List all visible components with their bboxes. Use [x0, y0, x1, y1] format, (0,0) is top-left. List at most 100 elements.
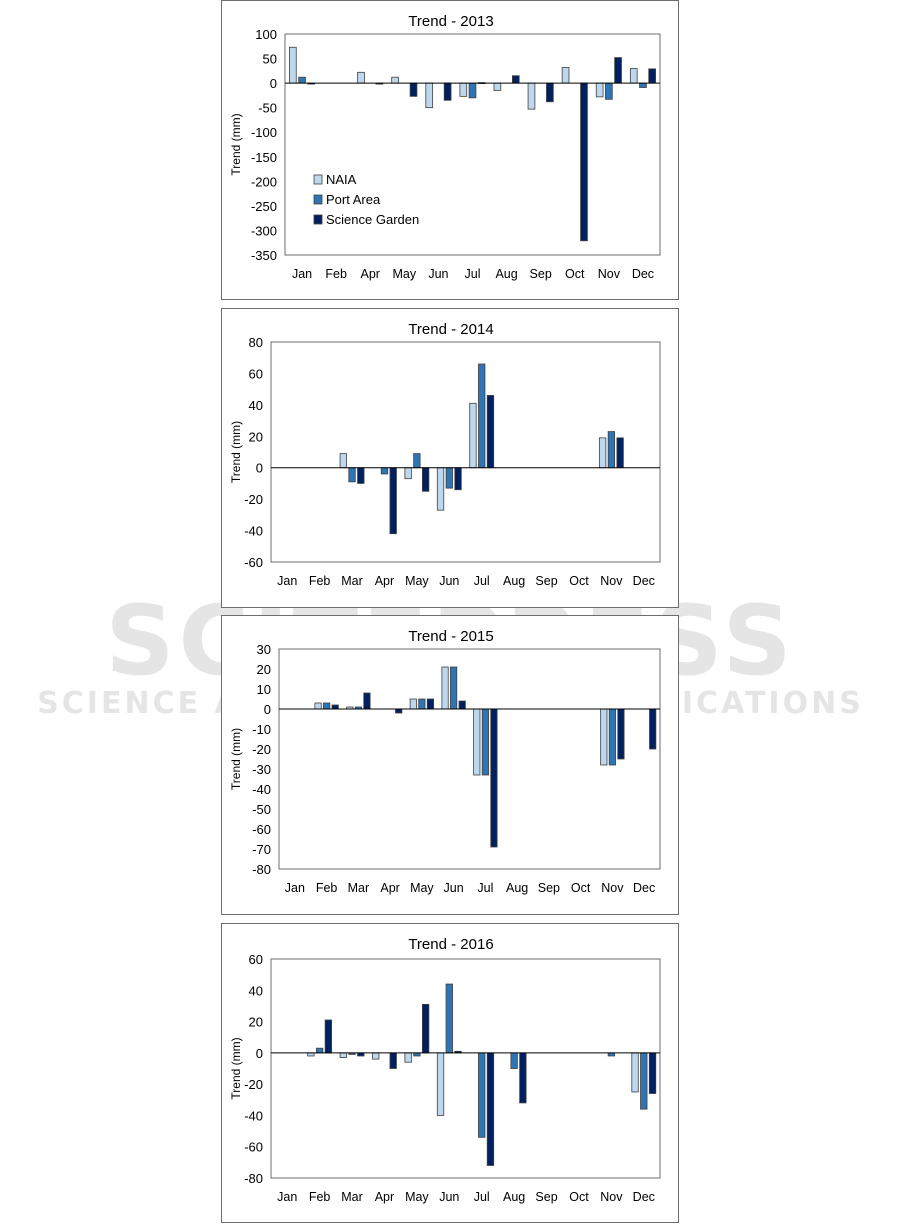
- bar-naia: [339, 1052, 347, 1058]
- x-tick-label: Oct: [569, 1190, 589, 1204]
- y-tick-label: -70: [252, 842, 271, 857]
- bar-naia: [493, 82, 502, 91]
- chart-title: Trend - 2015: [408, 628, 493, 645]
- y-tick-label: 60: [249, 952, 263, 967]
- x-tick-label: Oct: [565, 267, 585, 281]
- plot-area-border: [270, 958, 661, 1179]
- legend-label: Science Garden: [326, 212, 419, 227]
- y-tick-label: -10: [252, 722, 271, 737]
- chart-2016: Trend - 2016 60 40 20 0 -20 -40 -60 -80 Trend (mm…: [229, 936, 661, 1204]
- bar-naia: [372, 1052, 380, 1060]
- bar-science-garden: [648, 68, 656, 84]
- x-tick-label: Jan: [292, 267, 312, 281]
- x-tick-label: Jul: [465, 267, 481, 281]
- legend-swatch: [313, 214, 323, 225]
- x-tick-label: Dec: [633, 881, 655, 895]
- y-tick-label: 40: [249, 983, 263, 998]
- bar-science-garden: [617, 708, 625, 760]
- x-tick-label: Jan: [277, 574, 297, 588]
- bar-naia: [595, 82, 604, 98]
- bar-science-garden: [389, 1052, 397, 1069]
- y-tick-label: -20: [244, 1077, 263, 1092]
- x-tick-label: Feb: [309, 1190, 331, 1204]
- y-tick-label: 60: [249, 366, 263, 381]
- bar-science-garden: [421, 1003, 430, 1054]
- x-tick-label: Jul: [474, 1190, 490, 1204]
- bar-science-garden: [324, 1019, 333, 1054]
- bar-science-garden: [389, 467, 397, 535]
- bar-port-area: [481, 708, 489, 776]
- bar-science-garden: [580, 82, 588, 242]
- x-tick-label: Jun: [439, 1190, 459, 1204]
- bar-science-garden: [614, 57, 622, 84]
- bar-port-area: [607, 431, 616, 469]
- x-tick-label: Jan: [277, 1190, 297, 1204]
- x-tick-label: Mar: [341, 574, 363, 588]
- chart-panel-2016: Trend - 2016 60 40 20 0 -20 -40 -60 -80 Trend (mm…: [221, 923, 679, 1223]
- bar-science-garden: [511, 75, 520, 84]
- legend-swatch: [313, 174, 323, 185]
- y-tick-label: -40: [244, 1108, 263, 1123]
- y-tick-label: 20: [249, 1015, 263, 1030]
- y-tick-label: -150: [251, 150, 277, 165]
- y-tick-label: 100: [255, 27, 277, 42]
- x-tick-label: Jul: [477, 881, 493, 895]
- y-axis-label: Trend (mm): [229, 421, 243, 483]
- bar-science-garden: [490, 708, 498, 848]
- chart-title: Trend - 2016: [408, 936, 493, 953]
- y-tick-label: -20: [252, 742, 271, 757]
- bar-science-garden: [616, 437, 624, 469]
- bar-naia: [561, 66, 570, 84]
- y-tick-label: 0: [270, 76, 277, 91]
- bar-science-garden: [486, 395, 495, 469]
- bar-port-area: [413, 453, 421, 469]
- x-tick-label: Jun: [439, 574, 459, 588]
- x-tick-label: Feb: [309, 574, 331, 588]
- y-tick-label: 0: [256, 1046, 263, 1061]
- bar-science-garden: [409, 82, 418, 97]
- x-tick-label: Apr: [375, 574, 394, 588]
- x-tick-label: Sep: [535, 1190, 557, 1204]
- y-tick-label: 10: [257, 682, 271, 697]
- bar-naia: [441, 666, 449, 710]
- legend-swatch: [313, 194, 323, 205]
- chart-2015: Trend - 2015 30 20 10 0 -10 -20 -30 -40 -50 -60 -70…: [229, 628, 661, 895]
- x-tick-label: Sep: [535, 574, 557, 588]
- bar-naia: [600, 708, 608, 766]
- bar-naia: [631, 1052, 639, 1093]
- bar-naia: [629, 67, 638, 84]
- x-tick-label: May: [393, 267, 417, 281]
- y-tick-label: 40: [249, 398, 263, 413]
- y-tick-label: -30: [252, 762, 271, 777]
- x-tick-label: Nov: [600, 574, 623, 588]
- bar-naia: [436, 1052, 445, 1116]
- y-tick-label: -60: [252, 822, 271, 837]
- bar-naia: [404, 467, 412, 480]
- legend-label: NAIA: [326, 172, 357, 187]
- x-tick-label: May: [405, 1190, 429, 1204]
- y-tick-label: 30: [257, 642, 271, 657]
- x-tick-label: Feb: [325, 267, 347, 281]
- y-tick-label: -250: [251, 199, 277, 214]
- bar-science-garden: [357, 467, 365, 484]
- bar-port-area: [348, 467, 356, 483]
- y-tick-label: -60: [244, 555, 263, 570]
- x-tick-label: Mar: [341, 1190, 363, 1204]
- bar-science-garden: [363, 692, 371, 710]
- bar-naia: [436, 467, 445, 511]
- y-tick-label: 20: [249, 429, 263, 444]
- x-tick-label: Oct: [569, 574, 589, 588]
- y-tick-label: 20: [257, 662, 271, 677]
- x-tick-label: May: [410, 881, 434, 895]
- y-tick-label: -40: [244, 524, 263, 539]
- bar-naia: [357, 71, 365, 84]
- bar-port-area: [298, 76, 306, 84]
- bar-port-area: [380, 467, 389, 475]
- y-tick-label: -80: [252, 862, 271, 877]
- bar-naia: [404, 1052, 412, 1063]
- y-tick-label: 50: [263, 52, 277, 67]
- bar-science-garden: [395, 708, 403, 714]
- bar-science-garden: [421, 467, 430, 492]
- bar-port-area: [468, 82, 477, 99]
- y-tick-label: 80: [249, 335, 263, 350]
